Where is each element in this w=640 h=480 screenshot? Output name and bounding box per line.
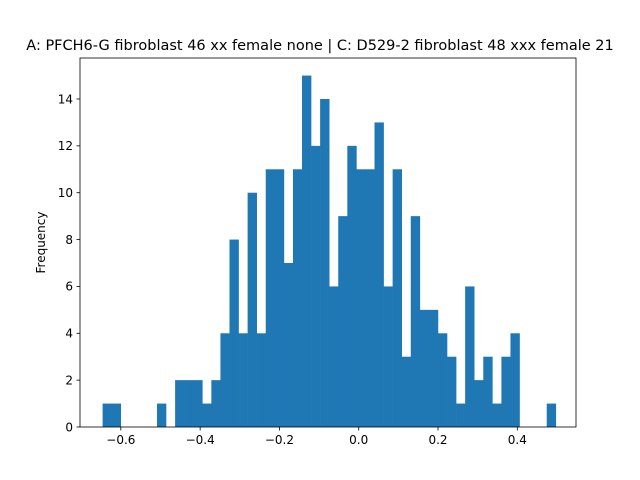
y-tick-label: 4 bbox=[65, 327, 73, 341]
histogram-bar bbox=[383, 286, 393, 427]
histogram-bar bbox=[175, 380, 185, 427]
y-axis-label: Frequency bbox=[34, 212, 48, 274]
histogram-bar bbox=[111, 403, 122, 427]
histogram-bar bbox=[401, 356, 412, 427]
axes-group: −0.6 −0.4 −0.2 0.0 0.2 0.4 0 2 4 6 8 10 12 14 bbox=[58, 57, 577, 447]
histogram-bar bbox=[283, 263, 294, 427]
y-tick-label: 10 bbox=[58, 186, 73, 200]
histogram-bar bbox=[374, 122, 384, 428]
histogram-bar bbox=[492, 403, 502, 427]
y-tick-label: 6 bbox=[65, 280, 73, 294]
histogram-bar bbox=[474, 380, 484, 427]
bars-group bbox=[102, 75, 557, 428]
x-tick-label: 0.4 bbox=[508, 433, 527, 447]
histogram-bar bbox=[229, 239, 239, 427]
x-tick-label: −0.4 bbox=[186, 433, 215, 447]
histogram-bar bbox=[510, 333, 520, 427]
histogram-bar bbox=[238, 333, 248, 427]
histogram-bar bbox=[274, 169, 285, 428]
histogram-bar bbox=[102, 403, 112, 427]
histogram-bar bbox=[338, 216, 348, 427]
x-tick-label: 0.2 bbox=[428, 433, 447, 447]
histogram-bar bbox=[410, 216, 421, 427]
histogram-bar bbox=[419, 309, 430, 427]
histogram-bar bbox=[447, 356, 457, 427]
histogram-bar bbox=[256, 333, 267, 427]
histogram-bar bbox=[546, 403, 557, 427]
histogram-bar bbox=[247, 192, 257, 427]
histogram-bar bbox=[456, 403, 466, 427]
histogram-bar bbox=[220, 333, 230, 427]
histogram-bar bbox=[437, 333, 448, 427]
histogram-bar bbox=[193, 380, 203, 427]
histogram-bar bbox=[483, 356, 493, 427]
y-tick-label: 14 bbox=[58, 92, 73, 106]
x-tick-label: 0.0 bbox=[349, 433, 368, 447]
histogram-bar bbox=[392, 169, 402, 428]
histogram-bar bbox=[320, 99, 330, 427]
histogram-bar bbox=[265, 169, 276, 428]
histogram-bar bbox=[311, 145, 321, 428]
histogram-bar bbox=[501, 356, 511, 427]
x-tick-label: −0.2 bbox=[265, 433, 294, 447]
histogram-bar bbox=[211, 380, 221, 427]
histogram-bar bbox=[365, 169, 375, 428]
plot-frame bbox=[79, 57, 577, 428]
chart-title: A: PFCH6-G fibroblast 46 xx female none … bbox=[26, 38, 613, 54]
histogram-bar bbox=[356, 169, 366, 428]
histogram-bar bbox=[184, 380, 194, 427]
y-tick-label: 8 bbox=[65, 233, 73, 247]
y-tick-label: 12 bbox=[58, 139, 73, 153]
histogram-bar bbox=[329, 286, 339, 427]
histogram-bar bbox=[292, 169, 303, 428]
histogram-bar bbox=[302, 75, 312, 427]
histogram-bar bbox=[202, 403, 212, 427]
y-tick-label: 0 bbox=[65, 420, 73, 434]
histogram-bar bbox=[347, 145, 357, 428]
x-tick-label: −0.6 bbox=[106, 433, 135, 447]
histogram-bar bbox=[156, 403, 167, 427]
y-tick-label: 2 bbox=[65, 373, 73, 387]
histogram-bar bbox=[465, 286, 475, 427]
histogram-bar bbox=[428, 309, 439, 427]
